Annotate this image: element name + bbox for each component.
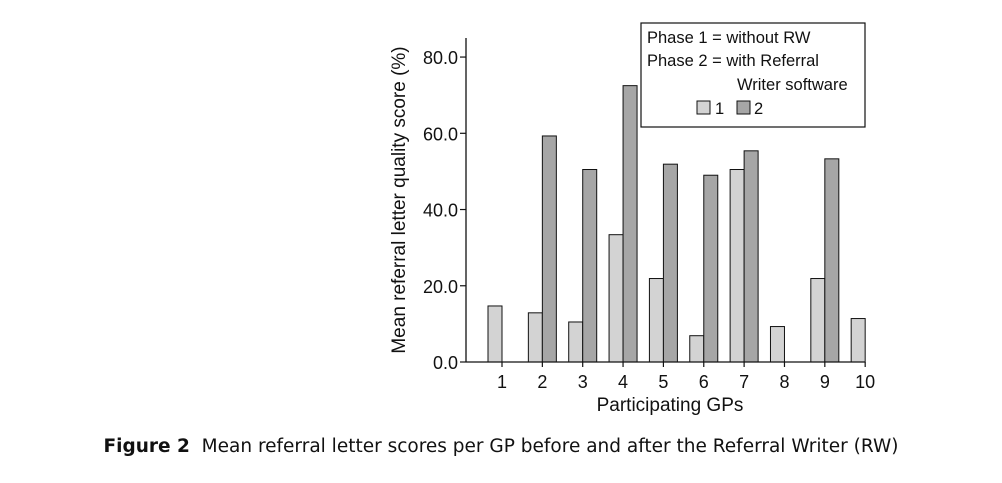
bar-gp9-phase1 xyxy=(810,278,826,363)
x-axis-label: Participating GPs xyxy=(597,395,744,416)
x-tick-label: 5 xyxy=(658,372,668,392)
y-tick-label: 0.0 xyxy=(433,353,458,373)
caption-label: Figure 2 xyxy=(103,436,190,457)
legend-box xyxy=(640,22,866,128)
figure-caption: Figure 2 Mean referral letter scores per… xyxy=(0,436,1002,457)
y-tick-label: 40.0 xyxy=(423,201,458,221)
bar-gp5-phase2 xyxy=(662,163,678,363)
y-tick-label: 20.0 xyxy=(423,277,458,297)
bar-gp10-phase1 xyxy=(850,318,866,363)
bar-gp2-phase2 xyxy=(541,135,557,363)
bar-gp3-phase2 xyxy=(582,169,598,363)
y-tick-label: 60.0 xyxy=(423,124,458,144)
x-ticks: 1 2 3 4 5 6 7 8 9 10 xyxy=(497,362,875,392)
bar-gp2-phase1 xyxy=(527,312,543,363)
x-tick-label: 3 xyxy=(578,372,588,392)
y-tick-label: 80.0 xyxy=(423,48,458,68)
bar-gp5-phase1 xyxy=(648,278,664,363)
legend: Phase 1 = without RW Phase 2 = with Refe… xyxy=(640,22,866,128)
bar-gp7-phase2 xyxy=(743,150,759,363)
legend-line-2: Phase 2 = with Referral xyxy=(647,52,819,70)
y-axis-label: Mean referral letter quality score (%) xyxy=(389,46,410,353)
x-tick-label: 2 xyxy=(537,372,547,392)
y-ticks: 0.0 20.0 40.0 60.0 80.0 xyxy=(423,48,466,373)
x-tick-label: 7 xyxy=(739,372,749,392)
bar-gp8-phase1 xyxy=(769,326,785,363)
bar-gp7-phase1 xyxy=(729,169,745,363)
x-tick-label: 6 xyxy=(699,372,709,392)
legend-swatch-2 xyxy=(736,100,751,115)
bar-gp6-phase2 xyxy=(703,174,719,363)
caption-text: Mean referral letter scores per GP befor… xyxy=(201,436,899,457)
legend-entry-1: 1 xyxy=(715,100,724,118)
bar-gp4-phase2 xyxy=(622,85,638,363)
legend-swatch-1 xyxy=(696,100,711,115)
bar-gp6-phase1 xyxy=(689,335,705,363)
x-tick-label: 4 xyxy=(618,372,628,392)
legend-line-1: Phase 1 = without RW xyxy=(647,29,811,47)
bar-gp4-phase1 xyxy=(608,234,624,363)
bar-gp9-phase2 xyxy=(824,158,840,363)
x-tick-label: 10 xyxy=(855,372,875,392)
bar-gp1-phase1 xyxy=(487,305,503,363)
legend-line-3: Writer software xyxy=(737,76,848,94)
legend-entry-2: 2 xyxy=(754,100,763,118)
bar-gp3-phase1 xyxy=(568,321,584,363)
x-tick-label: 8 xyxy=(779,372,789,392)
x-tick-label: 1 xyxy=(497,372,507,392)
bar-chart: 0.0 20.0 40.0 60.0 80.0 1 2 3 4 5 6 7 8 9 10 Particip… xyxy=(389,22,875,416)
x-tick-label: 9 xyxy=(820,372,830,392)
